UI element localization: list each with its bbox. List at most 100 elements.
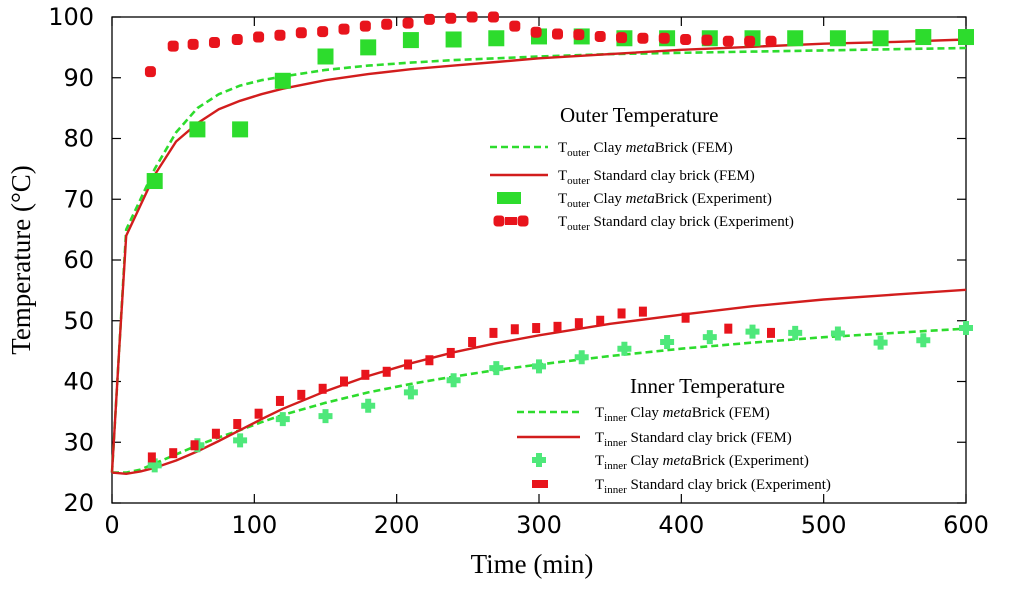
y-tick-label: 40 xyxy=(63,368,94,396)
data-point xyxy=(873,335,888,350)
legend-text-pre: Standard clay brick (FEM) xyxy=(627,430,792,446)
data-point xyxy=(745,324,760,339)
data-point xyxy=(189,121,206,138)
data-point xyxy=(169,448,178,459)
y-tick-label: 50 xyxy=(63,307,94,335)
data-point xyxy=(509,20,521,32)
legend-swatch xyxy=(497,192,521,204)
data-point xyxy=(574,318,583,329)
data-point xyxy=(382,366,391,377)
legend-text-post: Brick (FEM) xyxy=(655,140,733,156)
data-point xyxy=(254,408,263,419)
legend-subscript: outer xyxy=(567,147,590,159)
legend-label: Tinner Standard clay brick (FEM) xyxy=(595,430,792,449)
data-point xyxy=(788,325,803,340)
data-point xyxy=(722,35,734,47)
legend-label: Tinner Clay metaBrick (FEM) xyxy=(595,405,770,424)
data-point xyxy=(510,324,519,335)
data-point xyxy=(702,330,717,345)
y-axis-label: Temperature (°C) xyxy=(6,165,36,355)
y-tick-label: 20 xyxy=(63,489,94,517)
data-point xyxy=(446,373,461,388)
legend-subscript: outer xyxy=(567,198,590,210)
legend-text-italic: meta xyxy=(626,140,655,156)
data-point xyxy=(147,458,162,473)
data-point xyxy=(872,30,889,47)
data-point xyxy=(617,308,626,319)
data-point xyxy=(317,26,329,38)
data-point xyxy=(637,32,649,44)
data-point xyxy=(744,35,756,47)
legend-label: Tinner Standard clay brick (Experiment) xyxy=(595,477,831,496)
x-tick-label: 200 xyxy=(374,511,420,539)
legend-symbol: T xyxy=(595,405,604,421)
data-point xyxy=(487,11,499,23)
data-point xyxy=(402,17,414,29)
legend-item: Touter Clay metaBrick (Experiment) xyxy=(497,191,772,210)
legend-subscript: outer xyxy=(567,221,590,233)
data-point xyxy=(532,359,546,374)
data-point xyxy=(208,37,220,49)
data-point xyxy=(489,361,504,376)
legend-item: Touter Clay metaBrick (FEM) xyxy=(490,140,733,159)
x-tick-label: 400 xyxy=(658,511,704,539)
data-point xyxy=(617,341,632,356)
data-point xyxy=(338,23,350,35)
legend-item: Tinner Standard clay brick (Experiment) xyxy=(532,477,831,496)
legend-text-italic: meta xyxy=(626,191,655,207)
data-point xyxy=(916,333,931,348)
data-point xyxy=(765,35,777,47)
legend-symbol: T xyxy=(558,214,567,230)
data-point xyxy=(553,321,562,332)
legend-swatch xyxy=(505,217,517,225)
series-inner_meta_exp xyxy=(147,321,973,473)
data-point xyxy=(660,335,675,350)
data-point xyxy=(317,48,334,65)
legend-label: Tinner Clay metaBrick (Experiment) xyxy=(595,453,809,472)
data-point xyxy=(594,30,606,42)
legend-item: Tinner Clay metaBrick (FEM) xyxy=(517,405,770,424)
y-tick-label: 100 xyxy=(48,3,94,31)
data-point xyxy=(915,29,932,46)
legend-symbol: T xyxy=(558,191,567,207)
legend-text-pre: Standard clay brick (Experiment) xyxy=(590,214,794,230)
legend-subscript: inner xyxy=(604,412,627,424)
legend-subscript: inner xyxy=(604,460,627,472)
data-point xyxy=(144,66,156,78)
data-point xyxy=(445,12,457,24)
series-inner_meta_fem xyxy=(112,327,967,474)
data-point xyxy=(359,20,371,32)
data-point xyxy=(466,11,478,23)
legend-label: Touter Standard clay brick (Experiment) xyxy=(558,214,794,233)
legend-subscript: inner xyxy=(604,437,627,449)
data-point xyxy=(253,31,265,43)
data-point xyxy=(552,28,564,40)
data-point xyxy=(190,440,199,451)
x-tick-label: 100 xyxy=(231,511,277,539)
data-point xyxy=(958,29,974,46)
legend-label: Touter Clay metaBrick (Experiment) xyxy=(558,191,772,210)
data-point xyxy=(445,31,462,48)
legend-text-pre: Clay xyxy=(627,453,663,469)
legend-symbol: T xyxy=(558,140,567,156)
data-point xyxy=(275,412,290,427)
data-point xyxy=(274,72,291,89)
legend-text-post: Brick (FEM) xyxy=(692,405,770,421)
data-point xyxy=(596,315,605,326)
data-point xyxy=(274,29,286,41)
y-tick-label: 90 xyxy=(63,64,94,92)
y-tick-label: 60 xyxy=(63,246,94,274)
legend-subscript: inner xyxy=(604,484,627,496)
series-line-outer_meta_fem xyxy=(110,46,967,473)
data-point xyxy=(638,306,647,317)
data-point xyxy=(616,32,628,44)
legend-swatch xyxy=(517,215,529,227)
y-tick-label: 80 xyxy=(63,125,94,153)
data-point xyxy=(167,40,179,52)
data-point xyxy=(403,385,418,400)
data-point xyxy=(532,323,541,334)
data-point xyxy=(340,376,349,387)
data-point xyxy=(275,395,284,406)
